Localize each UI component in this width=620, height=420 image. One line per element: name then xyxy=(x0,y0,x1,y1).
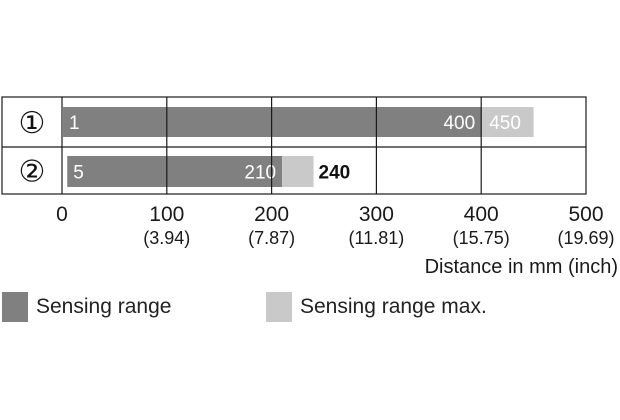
x-axis-label: Distance in mm (inch) xyxy=(425,256,618,278)
x-tick-sublabel-500: (19.69) xyxy=(557,228,614,248)
legend-label-sensing-range-max: Sensing range max. xyxy=(300,295,487,318)
x-tick-label-300: 300 xyxy=(359,203,394,226)
bar-sensing-range-max-row-1 xyxy=(481,107,534,137)
x-tick-label-200: 200 xyxy=(254,203,289,226)
row-marker-1: ① xyxy=(19,106,46,141)
bar-label-max-row-2: 240 xyxy=(319,163,351,184)
bar-sensing-range-row-2 xyxy=(67,156,283,187)
legend-item-sensing-range-max: Sensing range max. xyxy=(266,292,487,322)
row-marker-2: ② xyxy=(19,155,46,190)
bar-label-range-end-row-1: 400 xyxy=(443,113,475,134)
bar-label-max-row-1: 450 xyxy=(489,113,521,134)
bar-label-range-end-row-2: 210 xyxy=(244,163,276,184)
x-tick-sublabel-200: (7.87) xyxy=(248,228,295,248)
x-tick-label-500: 500 xyxy=(568,203,603,226)
legend-item-sensing-range: Sensing range xyxy=(2,292,171,322)
legend-swatch-sensing-range xyxy=(2,292,28,322)
x-tick-sublabel-100: (3.94) xyxy=(143,228,190,248)
legend-label-sensing-range: Sensing range xyxy=(36,295,172,318)
legend-swatch-sensing-range-max xyxy=(266,292,292,322)
x-tick-label-0: 0 xyxy=(56,203,68,226)
x-tick-label-400: 400 xyxy=(464,203,499,226)
plot-frame xyxy=(1,96,587,195)
bar-label-min-row-1: 1 xyxy=(69,113,80,134)
bar-label-min-row-2: 5 xyxy=(73,163,84,184)
bar-sensing-range-max-row-2 xyxy=(282,156,314,187)
x-tick-label-100: 100 xyxy=(149,203,184,226)
x-tick-sublabel-400: (15.75) xyxy=(453,228,510,248)
x-tick-sublabel-300: (11.81) xyxy=(349,228,405,248)
